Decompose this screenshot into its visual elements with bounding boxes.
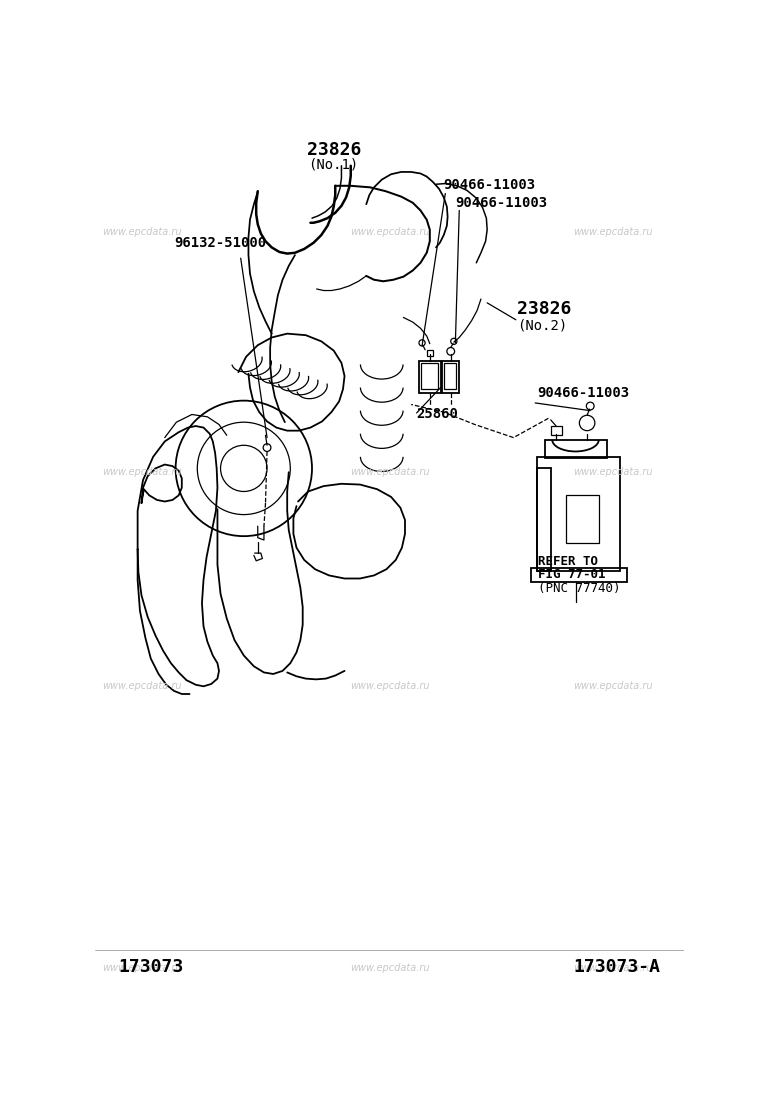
Text: www.epcdata.ru: www.epcdata.ru [574,681,653,691]
Text: (No.2): (No.2) [518,319,568,332]
Text: www.epcdata.ru: www.epcdata.ru [103,963,182,973]
Bar [537,457,620,570]
Text: 23826: 23826 [306,141,361,159]
Text: 25860: 25860 [416,407,458,421]
Text: www.epcdata.ru: www.epcdata.ru [103,467,182,477]
Text: 173073-A: 173073-A [574,957,660,975]
Bar [544,440,606,458]
Bar [419,360,441,393]
Bar [442,360,459,393]
Bar [426,350,433,356]
Text: (No.1): (No.1) [309,158,359,172]
Text: 96132-51000: 96132-51000 [174,237,266,250]
Text: (PNC 77740): (PNC 77740) [538,583,621,595]
Text: 90466-11003: 90466-11003 [444,178,536,192]
Text: www.epcdata.ru: www.epcdata.ru [350,227,429,237]
Text: www.epcdata.ru: www.epcdata.ru [574,227,653,237]
Text: www.epcdata.ru: www.epcdata.ru [350,681,429,691]
Text: 90466-11003: 90466-11003 [537,386,629,400]
Text: www.epcdata.ru: www.epcdata.ru [574,467,653,477]
Bar [551,426,562,435]
Text: www.epcdata.ru: www.epcdata.ru [103,227,182,237]
Text: 173073: 173073 [119,957,183,975]
Text: www.epcdata.ru: www.epcdata.ru [350,963,429,973]
Bar [420,363,438,389]
Bar [444,363,456,389]
Text: www.epcdata.ru: www.epcdata.ru [574,963,653,973]
Text: REFER TO: REFER TO [538,555,598,567]
Bar [566,495,599,543]
Text: 90466-11003: 90466-11003 [455,196,547,209]
Bar [530,568,627,582]
Bar [537,468,551,570]
Text: 23826: 23826 [518,300,572,318]
Text: www.epcdata.ru: www.epcdata.ru [350,467,429,477]
Text: FIG 77-01: FIG 77-01 [538,568,606,582]
Text: www.epcdata.ru: www.epcdata.ru [103,681,182,691]
